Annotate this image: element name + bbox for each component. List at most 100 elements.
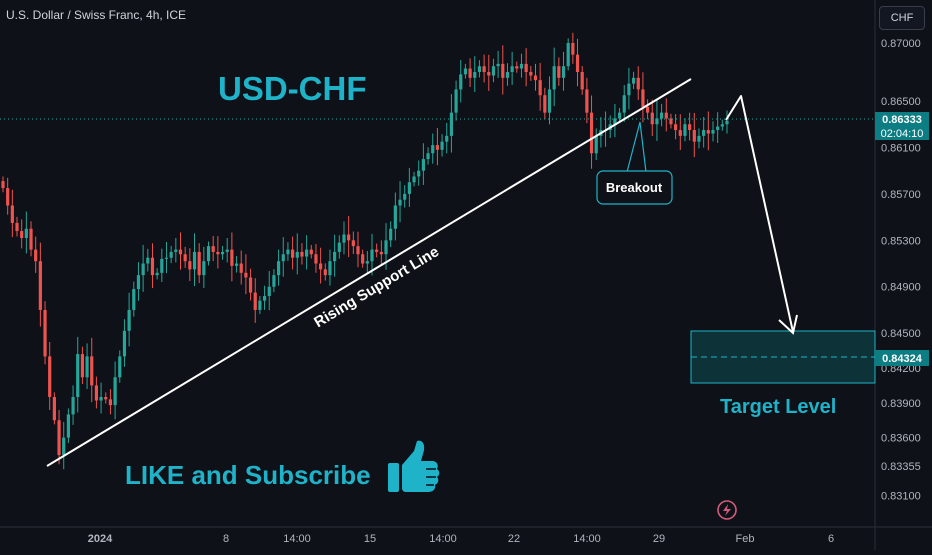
price-axis[interactable]: 0.87000 0.86500 0.86100 0.85700 0.85300 0.849… — [881, 38, 921, 503]
candle-body — [594, 135, 598, 154]
candle-body — [155, 272, 159, 276]
candle-body — [613, 118, 617, 125]
candle-body — [426, 153, 430, 160]
candle-body — [192, 251, 197, 270]
thumbs-up-icon — [388, 440, 440, 492]
time-tick-label: 6 — [828, 533, 834, 545]
candle-body — [702, 130, 706, 136]
candle-body — [351, 240, 355, 247]
candle-body — [421, 159, 425, 171]
candle-body — [281, 254, 285, 262]
candle-body — [538, 80, 542, 96]
lightning-icon[interactable] — [717, 500, 737, 520]
candle-body — [589, 112, 594, 154]
price-tick-label: 0.83900 — [881, 398, 921, 410]
candle-body — [674, 124, 678, 131]
candle-body — [533, 75, 538, 81]
candle-body — [71, 397, 75, 415]
candle-body — [1, 181, 5, 189]
breakout-label: Breakout — [606, 180, 663, 195]
price-tick-label: 0.83100 — [881, 491, 921, 503]
price-tick-label: 0.86100 — [881, 142, 921, 154]
candle-body — [585, 89, 589, 113]
current-price-badge — [875, 112, 929, 140]
candle-body — [515, 66, 519, 69]
candle-body — [62, 437, 66, 456]
candle-body — [496, 63, 500, 67]
candle-body — [398, 199, 402, 206]
price-tick-label: 0.83355 — [881, 461, 921, 473]
candle-body — [711, 130, 715, 134]
candle-body — [6, 188, 10, 206]
currency-button[interactable]: CHF — [879, 6, 925, 30]
candle-body — [305, 249, 309, 257]
candle-body — [164, 257, 169, 259]
candle-body — [262, 296, 267, 301]
candle-body — [697, 135, 701, 142]
candle-body — [477, 66, 482, 73]
candles-group — [1, 32, 729, 470]
time-tick-label: Feb — [736, 533, 755, 545]
candle-body — [244, 272, 248, 278]
candle-body — [720, 124, 724, 127]
candle-body — [57, 420, 61, 456]
target-price-value: 0.84324 — [882, 353, 923, 365]
candle-body — [407, 182, 411, 194]
symbol-title[interactable]: U.S. Dollar / Swiss Franc, 4h, ICE — [6, 8, 187, 22]
candle-body — [445, 135, 449, 142]
candle-body — [253, 292, 257, 310]
candle-body — [113, 377, 117, 406]
candle-body — [622, 95, 626, 113]
candle-body — [108, 399, 113, 406]
price-tick-label: 0.86500 — [881, 96, 921, 108]
candle-body — [141, 263, 145, 276]
price-tick-label: 0.85300 — [881, 235, 921, 247]
candle-body — [52, 397, 56, 421]
candle-body — [669, 118, 673, 125]
time-tick-label: 8 — [223, 533, 229, 545]
price-tick-label: 0.87000 — [881, 38, 921, 50]
candle-body — [94, 385, 99, 401]
candle-body — [631, 77, 636, 84]
cta-text: LIKE and Subscribe — [125, 460, 371, 490]
candle-body — [487, 72, 491, 76]
candle-body — [80, 354, 85, 378]
candle-body — [543, 95, 547, 113]
candle-body — [571, 43, 575, 55]
candle-body — [501, 63, 505, 78]
candle-body — [356, 246, 360, 255]
candle-body — [300, 251, 304, 257]
candle-body — [314, 254, 318, 264]
candle-body — [10, 205, 14, 223]
candle-body — [333, 251, 337, 262]
candle-body — [566, 43, 570, 67]
candle-body — [664, 112, 668, 119]
candle-body — [225, 249, 229, 252]
candle-body — [99, 397, 103, 401]
candle-body — [286, 249, 290, 255]
candle-body — [132, 289, 136, 310]
rising-support-line — [46, 78, 692, 467]
candle-body — [66, 414, 70, 438]
candle-body — [440, 141, 444, 150]
candle-body — [716, 126, 720, 131]
candle-body — [230, 249, 234, 266]
candle-body — [403, 193, 407, 200]
candle-body — [118, 356, 122, 378]
candle-body — [258, 300, 262, 310]
time-tick-label: 29 — [653, 533, 665, 545]
candle-body — [248, 277, 253, 293]
time-axis[interactable]: 2024 8 14:00 15 14:00 22 14:00 29 Feb 6 — [88, 533, 834, 545]
candle-body — [234, 263, 239, 266]
candle-body — [459, 74, 463, 90]
candle-body — [370, 249, 374, 262]
candle-body — [519, 63, 524, 69]
time-tick-label: 14:00 — [429, 533, 457, 545]
candle-body — [85, 356, 89, 378]
candle-body — [178, 249, 183, 255]
candle-body — [575, 54, 580, 73]
candle-body — [384, 240, 388, 255]
candle-body — [220, 251, 225, 255]
